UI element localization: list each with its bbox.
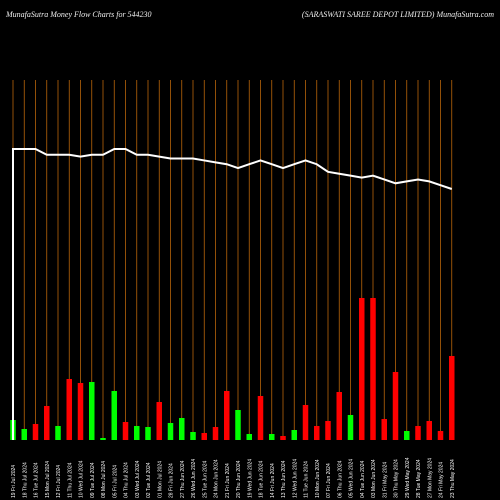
x-tick-label: 05 Wed Jun 2024	[349, 459, 355, 498]
x-tick-label: 19 Fri Jul 2024	[11, 465, 17, 498]
price-line	[12, 148, 453, 440]
money-flow-bar	[179, 418, 185, 440]
money-flow-bar	[100, 438, 106, 440]
x-tick-label: 29 Wed May 2024	[405, 457, 411, 498]
chart-header-left: MunafaSutra Money Flow Charts for 544230	[6, 10, 152, 19]
x-tick-label: 02 Tue Jul 2024	[146, 462, 152, 498]
x-tick-label: 04 Tue Jun 2024	[360, 461, 366, 498]
chart-header-right: (SARASWATI SAREE DEPOT LIMITED) MunafaSu…	[301, 10, 494, 19]
x-tick-label: 13 Thu Jun 2024	[281, 460, 287, 498]
x-tick-label: 28 Tue May 2024	[416, 459, 422, 498]
money-flow-bar	[437, 431, 444, 440]
money-flow-bar	[404, 431, 410, 440]
money-flow-bar	[415, 426, 421, 440]
x-tick-label: 26 Wed Jun 2024	[191, 459, 197, 498]
money-flow-bar	[426, 421, 432, 440]
x-tick-label: 24 Fri May 2024	[439, 462, 445, 498]
x-tick-label: 18 Thu Jul 2024	[22, 462, 28, 498]
x-tick-label: 19 Wed Jun 2024	[247, 459, 253, 498]
x-tick-label: 14 Fri Jun 2024	[270, 463, 276, 498]
money-flow-bar	[449, 356, 455, 440]
money-flow-bar	[89, 382, 95, 440]
money-flow-bar	[66, 379, 72, 440]
money-flow-bar	[336, 392, 342, 440]
money-flow-bar	[44, 406, 50, 440]
x-tick-label: 21 Fri Jun 2024	[225, 463, 231, 498]
money-flow-bar	[55, 426, 61, 440]
money-flow-bar	[381, 419, 387, 440]
x-tick-label: 12 Wed Jun 2024	[292, 459, 298, 498]
x-tick-label: 07 Fri Jun 2024	[326, 463, 332, 498]
money-flow-bar	[190, 432, 196, 440]
x-tick-label: 23 Thu May 2024	[450, 459, 456, 498]
money-flow-bar	[246, 434, 252, 440]
x-tick-label: 03 Wed Jul 2024	[135, 460, 141, 498]
money-flow-bar	[269, 434, 275, 440]
x-tick-label: 20 Thu Jun 2024	[236, 460, 242, 498]
money-flow-bar	[134, 426, 140, 440]
x-tick-label: 18 Tue Jun 2024	[259, 461, 265, 498]
x-tick-label: 10 Mon Jun 2024	[315, 459, 321, 498]
money-flow-bar	[370, 298, 376, 440]
x-tick-label: 04 Thu Jul 2024	[124, 462, 130, 498]
money-flow-bar	[156, 402, 162, 440]
x-tick-label: 28 Fri Jun 2024	[169, 463, 175, 498]
x-tick-label: 27 Mon May 2024	[427, 458, 433, 498]
money-flow-bar	[224, 391, 230, 440]
x-tick-label: 12 Fri Jul 2024	[56, 465, 62, 498]
x-tick-label: 03 Mon Jun 2024	[371, 459, 377, 498]
x-tick-label: 24 Mon Jun 2024	[214, 459, 220, 498]
money-flow-bar	[347, 415, 354, 440]
money-flow-bar	[359, 298, 365, 440]
money-flow-bar	[280, 436, 286, 440]
money-flow-bar	[111, 391, 117, 440]
money-flow-bar	[314, 426, 320, 440]
x-tick-label: 27 Thu Jun 2024	[180, 460, 186, 498]
x-tick-label: 09 Tue Jul 2024	[90, 462, 96, 498]
money-flow-bar	[122, 422, 129, 440]
x-tick-label: 31 Fri May 2024	[382, 462, 388, 498]
money-flow-bar	[302, 405, 309, 440]
x-tick-label: 15 Mon Jul 2024	[45, 461, 51, 498]
x-tick-label: 10 Wed Jul 2024	[79, 460, 85, 498]
x-tick-label: 05 Fri Jul 2024	[112, 465, 118, 498]
x-tick-label: 06 Thu Jun 2024	[337, 460, 343, 498]
money-flow-bar	[392, 372, 399, 440]
x-tick-label: 01 Mon Jul 2024	[157, 461, 163, 498]
money-flow-bar	[32, 424, 39, 440]
money-flow-bar	[201, 433, 207, 440]
x-tick-label: 11 Tue Jun 2024	[304, 461, 310, 498]
money-flow-bar	[145, 427, 151, 440]
money-flow-bar	[257, 396, 264, 440]
x-tick-label: 25 Tue Jun 2024	[202, 461, 208, 498]
money-flow-bar	[77, 383, 84, 440]
x-tick-label: 11 Thu Jul 2024	[67, 462, 73, 498]
money-flow-bar	[212, 427, 219, 440]
money-flow-bar	[325, 421, 331, 440]
x-tick-label: 30 Thu May 2024	[394, 459, 400, 498]
money-flow-bar	[167, 423, 174, 440]
money-flow-bar	[235, 410, 241, 440]
money-flow-bar	[291, 430, 297, 440]
x-tick-label: 08 Mon Jul 2024	[101, 461, 107, 498]
money-flow-bar	[21, 429, 27, 440]
x-tick-label: 16 Tue Jul 2024	[34, 462, 40, 498]
